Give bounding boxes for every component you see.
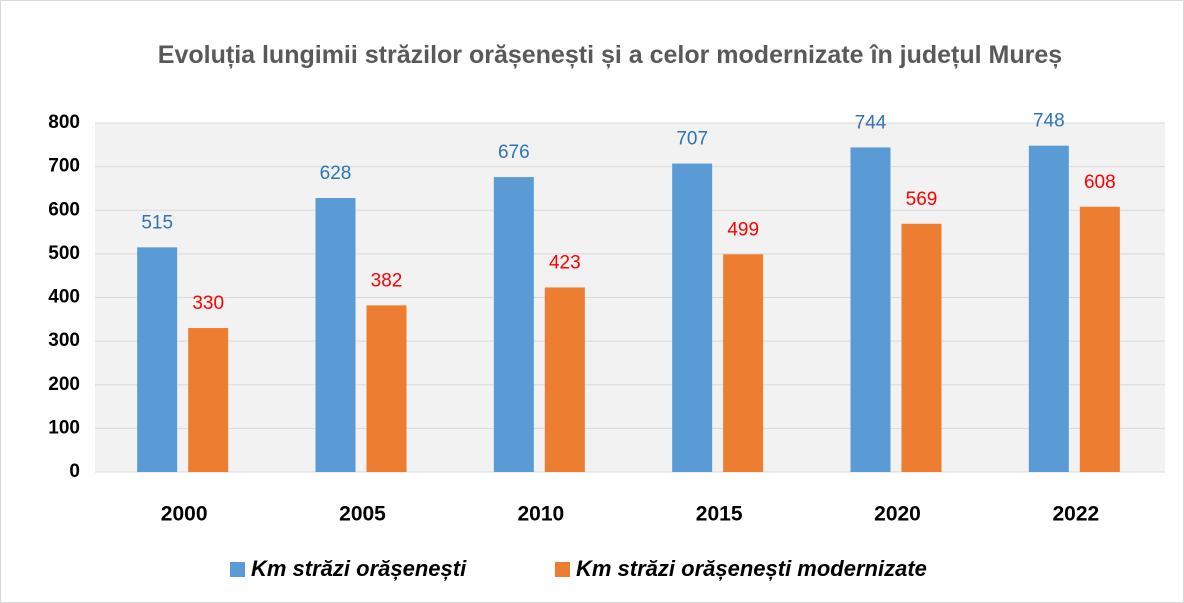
value-label: 382 <box>371 270 403 291</box>
bar <box>723 254 764 472</box>
bar <box>188 328 229 472</box>
x-tick-label: 2000 <box>161 503 208 526</box>
legend-swatch <box>230 562 245 577</box>
y-tick-label: 300 <box>48 330 80 351</box>
y-tick-label: 100 <box>48 417 80 438</box>
x-tick-label: 2020 <box>874 503 921 526</box>
y-tick-label: 0 <box>69 461 80 482</box>
legend-label: Km străzi orășenești modernizate <box>576 556 927 581</box>
x-tick-label: 2022 <box>1052 503 1099 526</box>
value-label: 608 <box>1084 172 1116 193</box>
bar <box>315 198 356 472</box>
bar <box>366 305 407 472</box>
y-tick-label: 600 <box>48 199 80 220</box>
bar <box>672 163 713 473</box>
bar <box>850 147 891 472</box>
value-label: 569 <box>906 189 938 210</box>
x-tick-label: 2010 <box>517 503 564 526</box>
x-tick-label: 2005 <box>339 503 386 526</box>
value-label: 515 <box>141 212 173 233</box>
bar <box>1028 145 1069 472</box>
value-label: 423 <box>549 252 581 273</box>
y-tick-label: 700 <box>48 156 80 177</box>
value-label: 744 <box>855 112 887 133</box>
value-label: 748 <box>1033 111 1065 132</box>
bar <box>493 177 534 472</box>
x-tick-label: 2015 <box>696 503 743 526</box>
y-tick-label: 800 <box>48 112 80 133</box>
chart-title: Evoluția lungimii străzilor orășenești ș… <box>157 41 1063 69</box>
value-label: 707 <box>676 129 708 150</box>
bar <box>544 287 585 472</box>
legend-label: Km străzi orășenești <box>251 556 467 581</box>
bar <box>901 223 942 472</box>
value-label: 330 <box>192 293 224 314</box>
y-tick-label: 500 <box>48 243 80 264</box>
value-label: 628 <box>320 163 352 184</box>
bar <box>1079 206 1120 472</box>
value-label: 676 <box>498 142 530 163</box>
y-tick-label: 400 <box>48 287 80 308</box>
y-tick-label: 200 <box>48 374 80 395</box>
bar <box>137 247 178 472</box>
value-label: 499 <box>727 219 759 240</box>
legend-swatch <box>555 562 570 577</box>
